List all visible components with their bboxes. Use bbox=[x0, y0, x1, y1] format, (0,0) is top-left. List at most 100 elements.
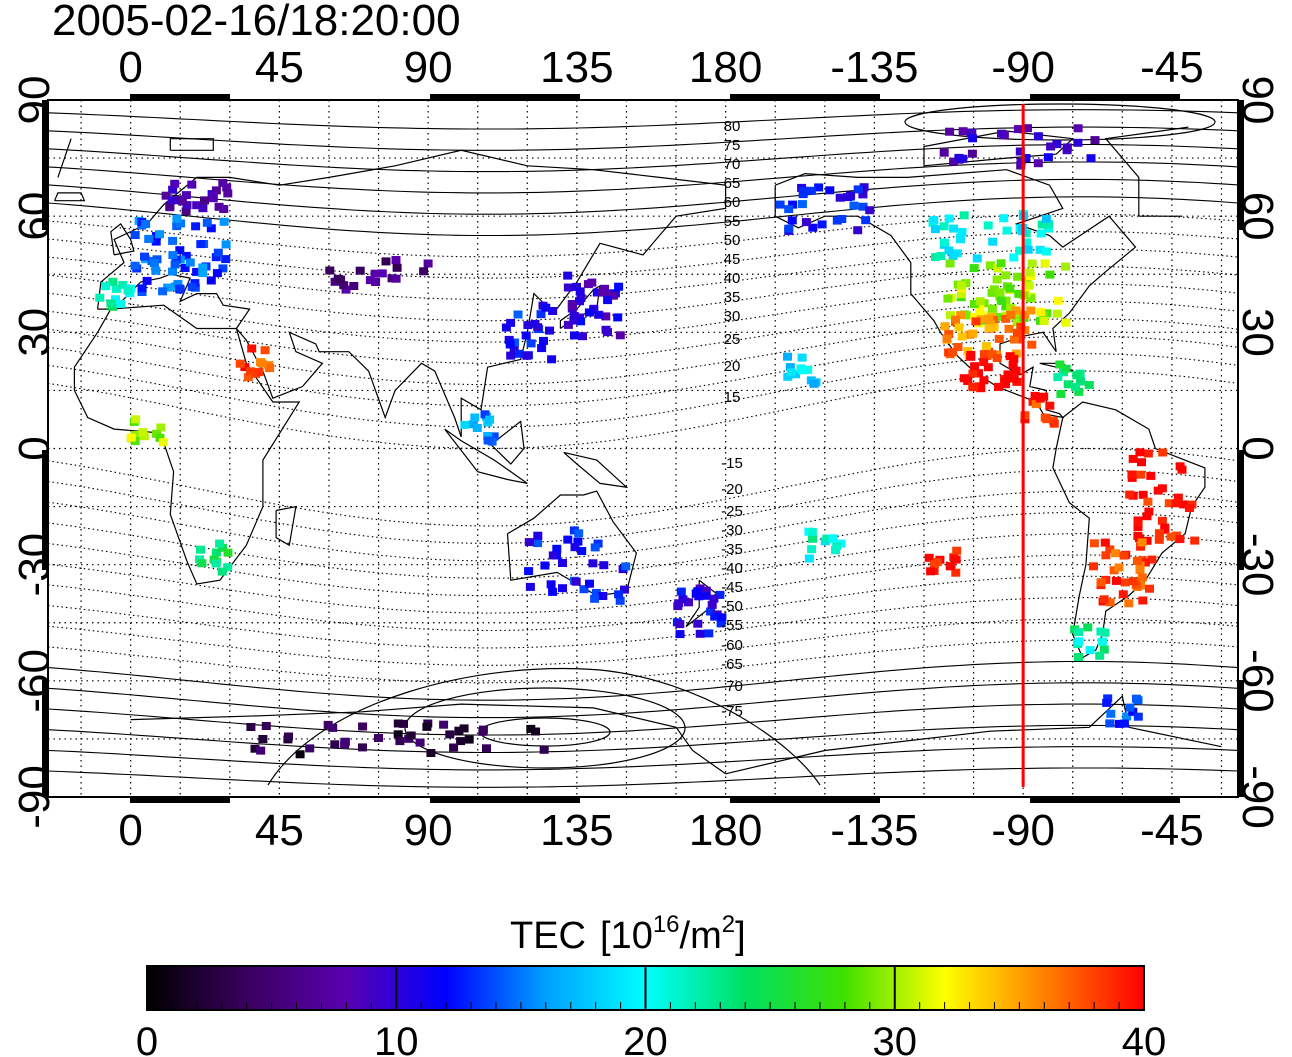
tec-cell bbox=[1128, 454, 1138, 463]
lon-tick-bottom: -90 bbox=[991, 806, 1055, 855]
tec-cell bbox=[981, 342, 991, 351]
tec-cell bbox=[574, 529, 584, 538]
tec-cell bbox=[173, 279, 183, 288]
tec-cell bbox=[996, 259, 1006, 268]
tec-cell bbox=[218, 543, 227, 552]
tec-cell bbox=[572, 282, 581, 291]
tec-cell bbox=[1002, 226, 1012, 235]
tec-cell bbox=[832, 542, 842, 551]
tec-cell bbox=[181, 191, 191, 200]
tec-cell bbox=[223, 189, 233, 198]
tec-cell bbox=[391, 256, 401, 264]
tec-cell bbox=[621, 562, 631, 571]
tec-cell bbox=[1171, 499, 1181, 508]
tec-cell bbox=[168, 251, 178, 260]
coastline bbox=[73, 304, 301, 585]
tec-cell bbox=[1128, 707, 1138, 716]
tec-cell bbox=[939, 238, 949, 247]
coastline bbox=[490, 420, 525, 465]
tec-cell bbox=[1118, 590, 1128, 599]
tec-cell bbox=[381, 257, 391, 266]
tec-cell bbox=[957, 281, 967, 290]
tec-cell bbox=[563, 283, 573, 292]
tec-cell bbox=[983, 221, 993, 230]
tec-cell bbox=[454, 726, 464, 735]
contour-label: 75 bbox=[724, 137, 741, 154]
tec-cell bbox=[116, 299, 125, 308]
tec-cell bbox=[858, 190, 868, 199]
tec-cell bbox=[126, 433, 136, 442]
tec-cell bbox=[814, 183, 824, 192]
tec-cell bbox=[979, 350, 989, 359]
lon-tick-bottom: 45 bbox=[255, 806, 304, 855]
tec-cell bbox=[946, 311, 955, 320]
tec-cell bbox=[957, 228, 967, 236]
tec-cell bbox=[1040, 259, 1050, 268]
tec-cell bbox=[1135, 565, 1145, 574]
tec-cell bbox=[167, 196, 177, 205]
tec-cell bbox=[939, 148, 949, 157]
tec-cell bbox=[261, 722, 271, 730]
tec-cell bbox=[1004, 324, 1014, 333]
tec-cell bbox=[95, 293, 105, 302]
tec-cell bbox=[1037, 220, 1047, 229]
tec-cell bbox=[709, 594, 719, 603]
tec-cell bbox=[1142, 536, 1152, 545]
tec-cell bbox=[968, 369, 978, 378]
tec-cell bbox=[456, 737, 466, 746]
tec-cell bbox=[305, 744, 315, 753]
tec-cell bbox=[1154, 535, 1164, 544]
tec-cell bbox=[548, 587, 558, 596]
tec-cell bbox=[426, 749, 436, 757]
tec-cell bbox=[142, 276, 152, 285]
tec-cell bbox=[108, 277, 118, 286]
coastlines bbox=[54, 126, 1222, 775]
tec-cell bbox=[1143, 449, 1153, 458]
tec-cell bbox=[994, 334, 1004, 343]
tec-cell bbox=[975, 297, 985, 306]
tec-cell bbox=[548, 551, 558, 560]
tec-cell bbox=[693, 587, 703, 596]
tec-cell bbox=[996, 296, 1006, 305]
tec-cell bbox=[295, 750, 305, 759]
tec-cell bbox=[1027, 259, 1037, 268]
tec-cell bbox=[541, 303, 551, 312]
tec-cell bbox=[177, 197, 187, 206]
tec-cell bbox=[930, 225, 940, 234]
tec-cell bbox=[175, 284, 185, 293]
tec-cell bbox=[536, 310, 546, 319]
tec-cell bbox=[1164, 499, 1174, 508]
tec-cell bbox=[1128, 577, 1138, 586]
tec-cell bbox=[530, 319, 540, 328]
tec-cell bbox=[1138, 490, 1148, 499]
tec-cell bbox=[797, 200, 807, 209]
tec-cell bbox=[374, 734, 383, 742]
tec-cell bbox=[1175, 535, 1185, 544]
tec-cell bbox=[603, 328, 612, 337]
colorbar: TEC [1016/m2] 0 10 20 30 40 bbox=[136, 911, 1166, 1057]
colorbar-tick-label: 0 bbox=[136, 1020, 158, 1057]
tec-cell bbox=[221, 240, 231, 249]
tec-cell bbox=[957, 332, 967, 341]
tec-cell bbox=[1001, 302, 1011, 311]
tec-cell bbox=[967, 128, 977, 137]
tec-cell bbox=[1103, 694, 1113, 703]
tec-cell bbox=[265, 364, 275, 373]
lon-tick-bottom: 0 bbox=[118, 806, 142, 855]
tec-cell bbox=[101, 282, 111, 291]
lon-tick-bottom: -135 bbox=[830, 806, 918, 855]
tec-cell bbox=[1099, 645, 1109, 654]
tec-cell bbox=[583, 280, 593, 289]
tec-cell bbox=[993, 264, 1003, 273]
tec-cell bbox=[924, 553, 934, 562]
tec-cell bbox=[1090, 136, 1100, 145]
tec-cell bbox=[212, 269, 222, 278]
tec-cell bbox=[506, 351, 516, 360]
tec-cell bbox=[563, 271, 573, 280]
contour-label: 50 bbox=[724, 232, 741, 249]
tec-cell bbox=[168, 185, 178, 194]
tec-cell bbox=[1137, 458, 1146, 467]
contour-label: -70 bbox=[721, 678, 743, 695]
tec-cell bbox=[945, 562, 955, 571]
tec-cell bbox=[929, 216, 939, 225]
